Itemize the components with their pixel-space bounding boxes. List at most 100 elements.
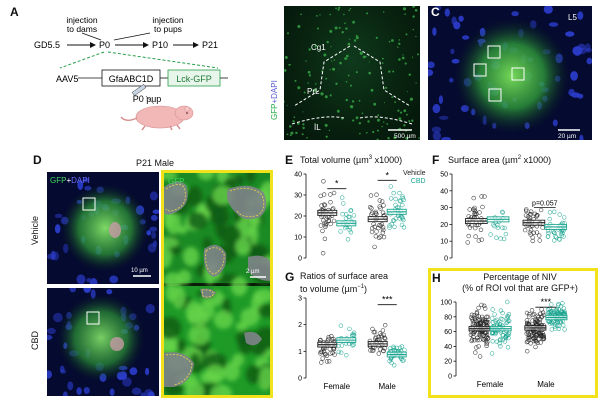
data-point (321, 218, 326, 223)
syringe-icon (131, 83, 155, 105)
data-point (523, 208, 529, 213)
data-point (501, 236, 507, 242)
data-point (495, 223, 500, 228)
y-tick-label: 30 (294, 193, 302, 200)
data-point (505, 345, 511, 350)
data-point (343, 211, 349, 217)
injection-pups-label: injection to pups (152, 15, 183, 34)
data-point (530, 238, 535, 244)
chart-niv-percentage: 0 20 40 60 80 100 Female Male *** (440, 297, 568, 389)
cbd-row-label: CBD (30, 330, 40, 350)
data-point (321, 192, 327, 197)
x-label: Female (477, 380, 504, 389)
timeline-p21: P21 (202, 40, 218, 50)
data-point (528, 227, 534, 233)
data-point (320, 250, 326, 256)
layer-label: L5 (568, 13, 577, 22)
data-point (536, 233, 542, 238)
data-point (368, 193, 374, 198)
reporter-label: Lck-GFP (176, 74, 212, 84)
panel-c-label: C (431, 5, 440, 19)
y-tick-label: 2 (298, 322, 302, 329)
data-point (478, 227, 484, 232)
data-point (531, 230, 537, 236)
data-point (561, 306, 567, 311)
data-point (547, 210, 553, 215)
panel-h-frame (428, 268, 598, 398)
data-point (484, 319, 489, 324)
data-point (328, 192, 333, 197)
data-point (348, 208, 354, 213)
injection-dams-label: injection to dams (66, 15, 97, 34)
data-point (472, 205, 477, 211)
data-point (476, 344, 481, 349)
data-point (348, 208, 353, 213)
data-point (373, 234, 379, 239)
data-point (338, 350, 344, 355)
data-point (490, 307, 495, 312)
data-point (324, 353, 329, 358)
data-point (495, 225, 501, 230)
data-point (469, 312, 475, 317)
data-point (373, 211, 378, 216)
data-point (484, 341, 489, 346)
data-point (393, 202, 398, 208)
data-point (476, 314, 481, 319)
data-point (500, 337, 506, 343)
data-point (490, 339, 495, 344)
data-point (382, 323, 388, 328)
data-point (524, 318, 530, 323)
panel-h-title: Percentage of NIV (% of ROI vol that are… (462, 272, 578, 293)
data-point (468, 332, 474, 337)
data-point (523, 213, 529, 218)
x-label: Male (379, 382, 397, 391)
data-point (331, 190, 337, 196)
data-point (530, 312, 536, 318)
region-il: IL (314, 123, 321, 132)
data-point (474, 211, 479, 216)
data-point (490, 320, 496, 325)
data-point (347, 326, 352, 332)
data-point (482, 194, 487, 199)
data-point (348, 230, 354, 235)
data-point (553, 326, 558, 331)
data-point (560, 301, 565, 306)
data-point (500, 210, 506, 215)
data-point (319, 203, 324, 208)
data-point (379, 199, 385, 204)
panel-b-image: Cg1 PrL IL 500 µm (284, 6, 420, 140)
y-tick-label: 50 (440, 172, 448, 179)
data-point (379, 334, 385, 340)
data-point (336, 343, 341, 349)
panel-e-label: E (285, 153, 294, 167)
data-point (340, 211, 345, 217)
data-point (538, 340, 543, 345)
data-point (498, 316, 504, 321)
data-point (381, 227, 386, 233)
data-point (380, 328, 386, 333)
panel-b-scale: 500 µm (394, 133, 416, 140)
data-point (477, 337, 482, 343)
data-point (557, 212, 562, 217)
data-point (331, 218, 337, 224)
y-tick-label: 40 (294, 172, 302, 179)
data-point (380, 230, 386, 235)
sig-label: *** (541, 297, 552, 307)
timeline-p0: P0 (99, 40, 110, 50)
data-point (556, 323, 562, 329)
data-point (346, 214, 351, 219)
data-point (479, 194, 484, 199)
data-point (547, 216, 552, 222)
group-male-vehicle (367, 323, 388, 356)
data-point (387, 225, 392, 230)
data-point (320, 228, 325, 234)
data-point (318, 223, 324, 228)
data-point (522, 227, 528, 233)
data-point (369, 206, 374, 211)
chart-total-volume: 0 10 20 30 40 * * (294, 170, 407, 263)
data-point (389, 221, 394, 227)
data-point (478, 333, 483, 338)
data-point (369, 229, 375, 235)
panel-c-image: L5 20 µm (428, 6, 592, 140)
data-point (497, 337, 503, 343)
